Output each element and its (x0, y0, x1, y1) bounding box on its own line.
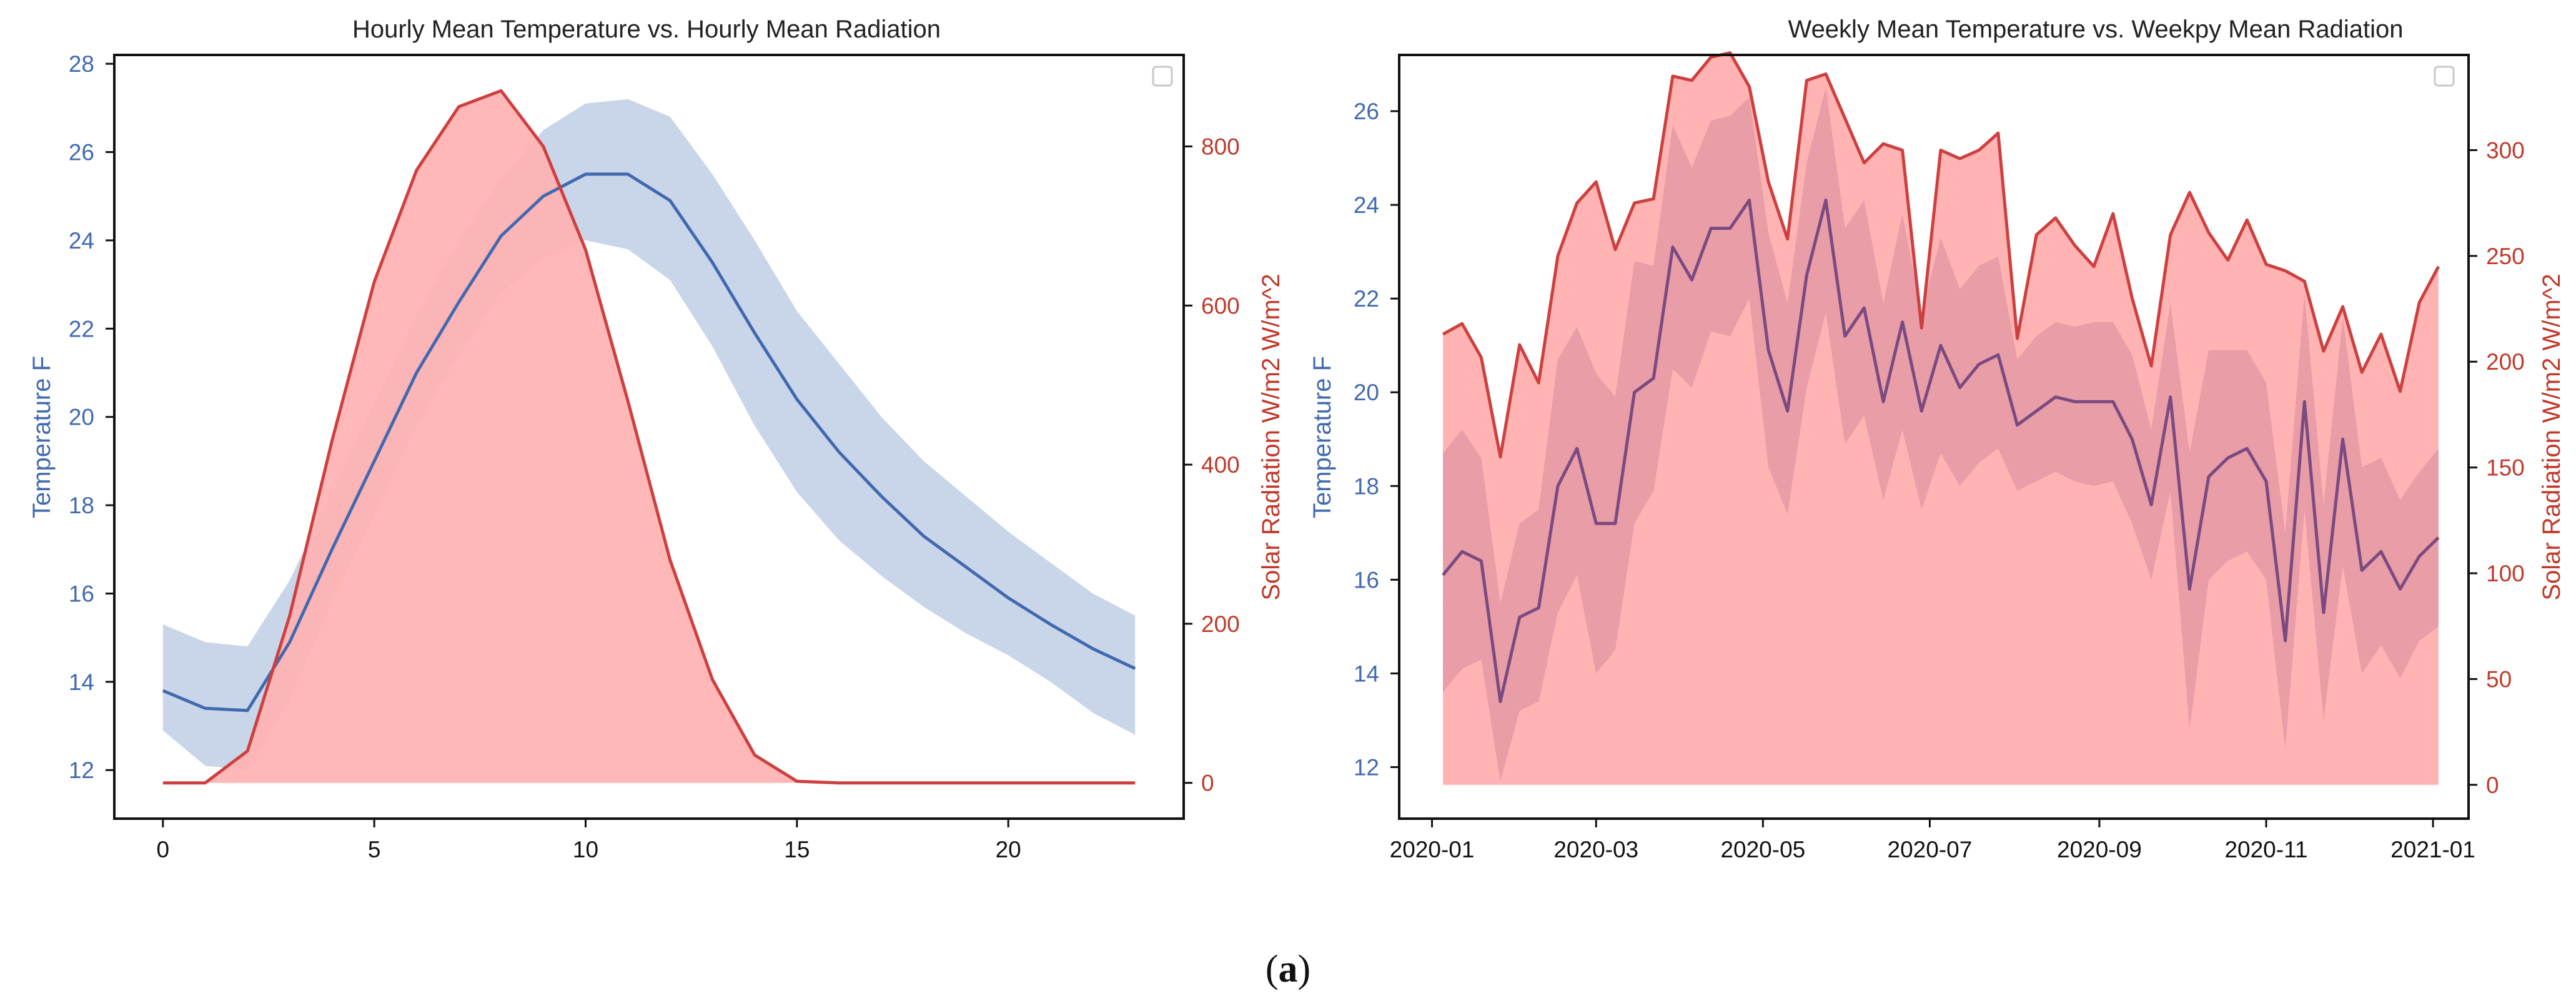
y-tick-label: 18 (1354, 473, 1379, 499)
chart-hourly-title: Hourly Mean Temperature vs. Hourly Mean … (352, 16, 941, 43)
y2-tick-label: 200 (1201, 611, 1240, 637)
y-axis-ticks: 12 14 16 18 20 22 24 26 28 (69, 51, 114, 783)
radiation-series-line (162, 89, 1136, 785)
y2-tick-label: 100 (2486, 561, 2525, 586)
temperature-line (1442, 199, 2440, 703)
empty-legend (2434, 66, 2455, 87)
chart-weekly-frame (1398, 54, 2470, 820)
x-tick-label: 2020-11 (2224, 837, 2307, 862)
y-tick-label: 22 (1354, 286, 1379, 312)
y2-tick-label: 50 (2486, 666, 2512, 692)
y2-tick-label: 600 (1201, 293, 1240, 318)
y-axis-label: Temperature F (1309, 356, 1336, 518)
figure-caption: (a) (1266, 948, 1310, 990)
y-axis-label: Temperature F (28, 356, 56, 518)
y2-tick-label: 800 (1201, 134, 1240, 160)
x-tick-label: 2020-01 (1390, 837, 1475, 862)
x-tick-label: 2020-07 (1888, 837, 1973, 862)
y-tick-label: 20 (69, 405, 94, 430)
y2-tick-label: 0 (2486, 772, 2499, 798)
y-tick-label: 12 (69, 757, 94, 783)
y-axis-ticks: 12 14 16 18 20 22 24 26 (1354, 99, 1399, 780)
y2-tick-label: 200 (2486, 349, 2525, 375)
radiation-line (162, 89, 1136, 785)
x-tick-label: 2020-05 (1720, 837, 1805, 862)
x-tick-label: 5 (368, 837, 381, 862)
x-tick-label: 2020-09 (2057, 837, 2142, 862)
y2-tick-label: 250 (2486, 244, 2525, 269)
chart-hourly-frame (113, 54, 1185, 820)
y-tick-label: 18 (69, 493, 94, 518)
y-tick-label: 26 (69, 140, 94, 165)
x-axis-ticks: 2020-01 2020-03 2020-05 2020-07 2020-09 2020-… (1390, 819, 2475, 862)
x-tick-label: 2020-03 (1553, 837, 1638, 862)
temperature-band (162, 99, 1136, 771)
temperature-band-area (1443, 87, 2439, 781)
y-tick-label: 28 (69, 51, 94, 77)
chart-weekly: Weekly Mean Temperature vs. Weekpy Mean … (1309, 16, 2565, 862)
y2-tick-label: 400 (1201, 452, 1240, 478)
temperature-band (1443, 87, 2439, 781)
x-tick-label: 0 (157, 837, 170, 862)
y-tick-label: 26 (1354, 99, 1379, 124)
y-tick-label: 16 (69, 581, 94, 606)
temperature-series-line (162, 172, 1136, 713)
y-tick-label: 12 (1354, 754, 1379, 780)
radiation-area (162, 91, 1136, 783)
temperature-line (162, 172, 1136, 713)
chart-hourly: Hourly Mean Temperature vs. Hourly Mean … (28, 16, 1285, 862)
radiation-fill-area (162, 91, 1136, 783)
y-tick-label: 16 (1354, 567, 1379, 593)
radiation-series-line (1442, 51, 2440, 459)
y-tick-label: 22 (69, 316, 94, 342)
chart-weekly-title: Weekly Mean Temperature vs. Weekpy Mean … (1788, 16, 2404, 43)
empty-legend (1152, 66, 1173, 87)
x-tick-label: 15 (784, 837, 810, 862)
y-tick-label: 24 (1354, 192, 1379, 218)
y2-tick-label: 0 (1201, 771, 1214, 796)
y2-tick-label: 150 (2486, 455, 2525, 481)
y2-axis-label: Solar Radiation W/m2 W/m^2 (1257, 274, 1285, 600)
y-tick-label: 24 (69, 228, 94, 254)
y-tick-label: 20 (1354, 380, 1379, 405)
x-tick-label: 2021-01 (2390, 837, 2475, 862)
temperature-band-area (162, 99, 1136, 771)
y-tick-label: 14 (69, 669, 94, 695)
x-axis-ticks: 0 5 10 15 20 (157, 819, 1021, 862)
x-tick-label: 20 (996, 837, 1021, 862)
y2-axis-ticks: 0 200 400 600 800 (1184, 134, 1240, 796)
temperature-series-line (1442, 199, 2440, 703)
y2-axis-label: Solar Radiation W/m2 W/m^2 (2538, 274, 2565, 600)
x-tick-label: 10 (573, 837, 598, 862)
y2-axis-ticks: 0 50 100 150 200 250 300 (2469, 137, 2525, 798)
y-tick-label: 14 (1354, 661, 1379, 686)
radiation-line (1442, 51, 2440, 459)
y2-tick-label: 300 (2486, 137, 2525, 163)
